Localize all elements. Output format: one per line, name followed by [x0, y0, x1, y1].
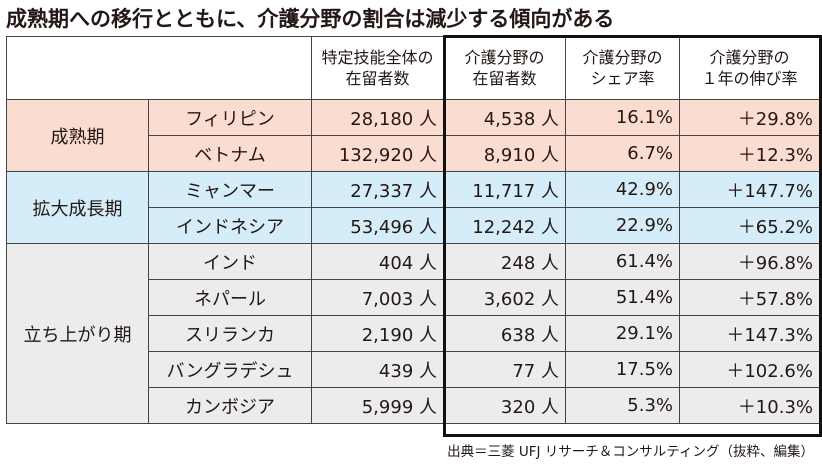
country-cell: インドネシア: [148, 207, 312, 244]
table-row: 成熟期 フィリピン 28,180 人 4,538 人 16.1% ＋29.8%: [6, 99, 820, 172]
group-label-startup: 立ち上がり期: [6, 243, 149, 424]
table-row: スリランカ 2,190 人 638 人 29.1% ＋147.3%: [7, 315, 820, 352]
group-label-expansion: 拡大成長期: [6, 171, 149, 244]
table-row: ネパール 7,003 人 3,602 人 51.4% ＋57.8%: [7, 279, 820, 316]
total-residents-cell: 132,920 人: [311, 135, 444, 172]
care-growth-cell: ＋57.8%: [679, 279, 820, 316]
header-total-residents: 特定技能全体の 在留者数: [311, 36, 444, 100]
care-residents-cell: 320 人: [443, 387, 566, 424]
care-residents-cell: 638 人: [443, 315, 566, 352]
care-share-cell: 22.9%: [565, 207, 680, 244]
care-growth-cell: ＋147.3%: [679, 315, 820, 352]
country-cell: バングラデシュ: [148, 351, 312, 388]
care-share-cell: 5.3%: [565, 387, 680, 424]
care-growth-cell: ＋12.3%: [679, 135, 820, 172]
total-residents-cell: 404 人: [311, 243, 444, 280]
country-cell: ベトナム: [148, 135, 312, 172]
care-share-cell: 29.1%: [565, 315, 680, 352]
country-cell: スリランカ: [148, 315, 312, 352]
country-cell: カンボジア: [148, 387, 312, 424]
table-row: バングラデシュ 439 人 77 人 17.5% ＋102.6%: [7, 351, 820, 388]
care-share-cell: 51.4%: [565, 279, 680, 316]
table-row: カンボジア 5,999 人 320 人 5.3% ＋10.3%: [7, 387, 820, 424]
care-share-cell: 16.1%: [565, 99, 680, 136]
care-growth-cell: ＋96.8%: [679, 243, 820, 280]
header-blank-cell: [6, 36, 312, 100]
total-residents-cell: 28,180 人: [311, 99, 444, 136]
care-growth-cell: ＋147.7%: [679, 171, 820, 208]
care-growth-cell: ＋65.2%: [679, 207, 820, 244]
total-residents-cell: 53,496 人: [311, 207, 444, 244]
care-growth-cell: ＋29.8%: [679, 99, 820, 136]
header-care-share: 介護分野の シェア率: [565, 36, 680, 100]
care-share-cell: 61.4%: [565, 243, 680, 280]
care-residents-cell: 77 人: [443, 351, 566, 388]
care-residents-cell: 12,242 人: [443, 207, 566, 244]
table-row: インドネシア 53,496 人 12,242 人 22.9% ＋65.2%: [7, 207, 820, 244]
total-residents-cell: 27,337 人: [311, 171, 444, 208]
total-residents-cell: 5,999 人: [311, 387, 444, 424]
total-residents-cell: 7,003 人: [311, 279, 444, 316]
country-cell: フィリピン: [148, 99, 312, 136]
care-share-cell: 6.7%: [565, 135, 680, 172]
care-workers-table: 特定技能全体の 在留者数 介護分野の 在留者数 介護分野の シェア率 介護分野の…: [6, 36, 820, 424]
group-label-mature: 成熟期: [6, 99, 149, 172]
country-cell: ネパール: [148, 279, 312, 316]
table-header-row: 特定技能全体の 在留者数 介護分野の 在留者数 介護分野の シェア率 介護分野の…: [6, 36, 820, 100]
source-note: 出典＝三菱 UFJ リサーチ＆コンサルティング（抜粋、編集）: [447, 444, 814, 460]
header-care-residents: 介護分野の 在留者数: [443, 36, 566, 100]
total-residents-cell: 439 人: [311, 351, 444, 388]
page-title: 成熟期への移行とともに、介護分野の割合は減少する傾向がある: [6, 7, 615, 31]
table-row: 立ち上がり期 インド 404 人 248 人 61.4% ＋96.8%: [6, 243, 820, 424]
care-growth-cell: ＋102.6%: [679, 351, 820, 388]
care-growth-cell: ＋10.3%: [679, 387, 820, 424]
care-residents-cell: 11,717 人: [443, 171, 566, 208]
care-residents-cell: 248 人: [443, 243, 566, 280]
total-residents-cell: 2,190 人: [311, 315, 444, 352]
header-care-growth: 介護分野の １年の伸び率: [679, 36, 820, 100]
table-row: ベトナム 132,920 人 8,910 人 6.7% ＋12.3%: [7, 135, 820, 172]
care-residents-cell: 4,538 人: [443, 99, 566, 136]
care-residents-cell: 3,602 人: [443, 279, 566, 316]
care-share-cell: 17.5%: [565, 351, 680, 388]
country-cell: ミャンマー: [148, 171, 312, 208]
table-row: 拡大成長期 ミャンマー 27,337 人 11,717 人 42.9% ＋147…: [6, 171, 820, 244]
care-share-cell: 42.9%: [565, 171, 680, 208]
care-residents-cell: 8,910 人: [443, 135, 566, 172]
country-cell: インド: [148, 243, 312, 280]
